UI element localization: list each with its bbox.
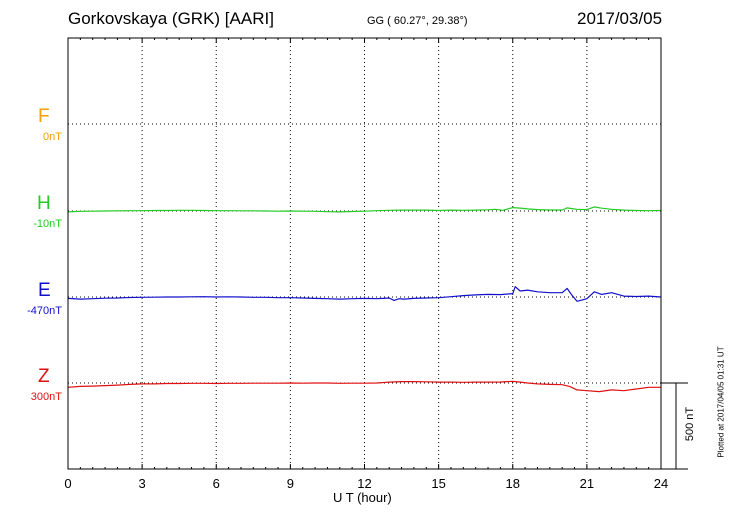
plotted-at-note: Plotted at 2017/04/05 01:31 UT bbox=[716, 346, 726, 458]
x-tick-label: 6 bbox=[213, 476, 220, 491]
component-z-baseline: 300nT bbox=[30, 391, 62, 403]
component-h-baseline: -10nT bbox=[33, 218, 62, 230]
date-label: 2017/03/05 bbox=[577, 9, 663, 28]
scale-bar-label: 500 nT bbox=[684, 406, 696, 442]
x-axis-ticks: 0 3 6 9 12 15 18 21 24 bbox=[64, 38, 668, 491]
x-tick-label: 12 bbox=[357, 476, 371, 491]
component-f-baseline: 0nT bbox=[43, 131, 62, 143]
component-z-letter: Z bbox=[38, 366, 50, 387]
plot-frame bbox=[67, 37, 662, 470]
station-title: Gorkovskaya (GRK) [AARI] bbox=[68, 9, 274, 28]
series-line-z bbox=[67, 380, 661, 393]
x-axis-label: U T (hour) bbox=[333, 490, 392, 505]
data-series bbox=[67, 206, 662, 393]
x-tick-label: 0 bbox=[64, 476, 71, 491]
x-tick-label: 3 bbox=[139, 476, 146, 491]
x-tick-label: 24 bbox=[654, 476, 668, 491]
component-f-letter: F bbox=[38, 106, 50, 127]
x-tick-label: 9 bbox=[287, 476, 294, 491]
component-h-letter: H bbox=[37, 193, 51, 214]
series-line-e bbox=[67, 286, 662, 302]
x-tick-label: 15 bbox=[431, 476, 445, 491]
component-e-baseline: -470nT bbox=[27, 305, 62, 317]
x-tick-label: 21 bbox=[580, 476, 594, 491]
series-line-h bbox=[67, 206, 662, 213]
component-e-letter: E bbox=[38, 280, 51, 301]
coordinates-label: GG ( 60.27°, 29.38°) bbox=[367, 15, 468, 27]
scale-bar bbox=[661, 382, 688, 470]
x-tick-label: 18 bbox=[506, 476, 520, 491]
grid-lines bbox=[68, 38, 661, 469]
